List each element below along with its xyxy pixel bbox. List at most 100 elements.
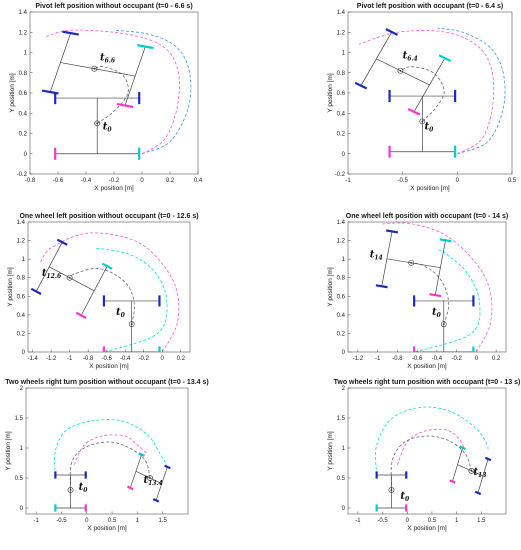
trajectory-path bbox=[375, 406, 489, 476]
x-axis-label: X position [m] bbox=[87, 525, 127, 532]
chart-title: Pivot left position with occupant (t=0 -… bbox=[357, 3, 503, 10]
x-tick-label: -0.6 bbox=[102, 356, 113, 362]
trajectory-path bbox=[95, 247, 168, 352]
y-tick-label: 0.8 bbox=[19, 71, 28, 77]
center-dot bbox=[130, 323, 133, 326]
x-tick-label: -1 bbox=[375, 356, 381, 362]
chart-title: Two wheels right turn position with occu… bbox=[334, 379, 521, 386]
trajectory-path bbox=[113, 29, 192, 155]
x-tick-label: -0.2 bbox=[451, 356, 462, 362]
trajectory-path bbox=[73, 434, 148, 465]
y-tick-label: 0.8 bbox=[337, 71, 346, 77]
x-axis-label: X position [m] bbox=[407, 525, 447, 532]
center-marker bbox=[440, 321, 447, 328]
y-axis-label: Y position [m] bbox=[7, 267, 14, 306]
y-tick-label: -0.2 bbox=[335, 172, 346, 178]
chart-title: One wheel left position with occupant (t… bbox=[346, 213, 508, 220]
rear-right-wheel bbox=[449, 479, 456, 484]
front-left-wheel bbox=[354, 81, 368, 90]
y-axis-label: Y position [m] bbox=[327, 431, 334, 470]
robot-pose bbox=[413, 295, 475, 352]
front-right-wheel bbox=[152, 497, 160, 503]
robot-pose bbox=[375, 229, 452, 298]
x-tick-label: -0.4 bbox=[81, 178, 92, 184]
y-tick-label: 1.5 bbox=[337, 416, 346, 422]
x-tick-label: 1 bbox=[136, 518, 140, 524]
x-tick-label: 0.2 bbox=[492, 356, 501, 362]
rear-left-wheel bbox=[116, 102, 134, 109]
plot-area bbox=[347, 11, 513, 175]
y-tick-label: 1 bbox=[20, 446, 24, 452]
time-annotation: t0 bbox=[103, 121, 113, 133]
center-marker bbox=[397, 67, 404, 74]
x-axis-label: X position [m] bbox=[89, 363, 129, 370]
x-tick-label: 0 bbox=[140, 178, 144, 184]
x-tick-label: -0.6 bbox=[412, 356, 423, 362]
robot-pose bbox=[54, 471, 87, 512]
y-axis-label: Y position [m] bbox=[9, 73, 16, 112]
y-tick-label: 1 bbox=[342, 257, 346, 263]
y-tick-label: 0.4 bbox=[17, 313, 26, 319]
time-annotation: t0 bbox=[425, 121, 435, 133]
center-marker bbox=[66, 274, 73, 281]
x-tick-label: 0.4 bbox=[194, 178, 203, 184]
center-dot bbox=[410, 261, 413, 264]
trajectory-path bbox=[390, 435, 472, 491]
frame-front-bar bbox=[49, 32, 71, 93]
front-left-wheel bbox=[375, 284, 388, 289]
chart-panel: One wheel left position without occupant… bbox=[7, 213, 199, 370]
trajectory-path bbox=[437, 27, 506, 155]
x-tick-label: -0.4 bbox=[120, 356, 131, 362]
x-tick-label: 0.2 bbox=[166, 178, 175, 184]
y-tick-label: 1 bbox=[342, 51, 346, 57]
y-tick-label: 0.4 bbox=[337, 111, 346, 117]
y-tick-label: 1.4 bbox=[19, 10, 28, 16]
frame-front-bar bbox=[381, 231, 393, 287]
x-tick-label: -0.2 bbox=[139, 356, 150, 362]
y-tick-label: 0 bbox=[342, 152, 346, 158]
y-axis-label: Y position [m] bbox=[327, 73, 334, 112]
y-tick-label: 0.6 bbox=[337, 91, 346, 97]
chart-panel: Two wheels right turn position with occu… bbox=[327, 379, 520, 532]
center-dot bbox=[69, 489, 72, 491]
y-tick-label: 1.4 bbox=[337, 10, 346, 16]
center-marker bbox=[67, 487, 74, 493]
x-tick-label: 0 bbox=[475, 356, 479, 362]
y-tick-label: 0.2 bbox=[337, 132, 346, 138]
x-tick-label: -1 bbox=[33, 518, 39, 524]
robot-pose bbox=[102, 295, 161, 352]
center-dot bbox=[421, 120, 424, 123]
center-marker bbox=[419, 118, 426, 125]
center-dot bbox=[399, 69, 402, 72]
trajectory-path bbox=[69, 441, 151, 491]
y-tick-label: 0.6 bbox=[19, 91, 28, 97]
center-marker bbox=[94, 120, 101, 127]
time-annotation: t12.6 bbox=[42, 268, 62, 280]
y-tick-label: 1.2 bbox=[17, 239, 26, 245]
trajectory-path bbox=[94, 66, 129, 124]
front-left-wheel bbox=[30, 287, 42, 295]
robot-pose bbox=[54, 91, 141, 160]
robot-pose bbox=[41, 30, 154, 109]
x-tick-label: 0 bbox=[161, 356, 165, 362]
trajectory-path bbox=[39, 232, 180, 352]
y-tick-label: 0.2 bbox=[19, 132, 28, 138]
rear-left-wheel bbox=[407, 107, 421, 116]
center-marker bbox=[408, 259, 415, 266]
trajectory-path bbox=[382, 222, 493, 352]
x-tick-label: -0.8 bbox=[83, 356, 94, 362]
rear-right-wheel bbox=[438, 54, 452, 63]
trajectory-path bbox=[43, 29, 180, 155]
center-marker bbox=[128, 321, 135, 328]
x-tick-label: -1.2 bbox=[46, 356, 57, 362]
x-tick-label: -0.6 bbox=[53, 178, 64, 184]
rear-left-wheel bbox=[459, 445, 466, 450]
trajectory-path bbox=[415, 249, 481, 352]
robot-pose bbox=[375, 471, 408, 512]
x-tick-label: -0.5 bbox=[397, 178, 408, 184]
frame-spine bbox=[135, 470, 162, 484]
robot-pose bbox=[449, 445, 492, 496]
center-marker bbox=[388, 487, 395, 493]
x-tick-label: -0.2 bbox=[109, 178, 120, 184]
y-tick-label: 1.2 bbox=[337, 239, 346, 245]
